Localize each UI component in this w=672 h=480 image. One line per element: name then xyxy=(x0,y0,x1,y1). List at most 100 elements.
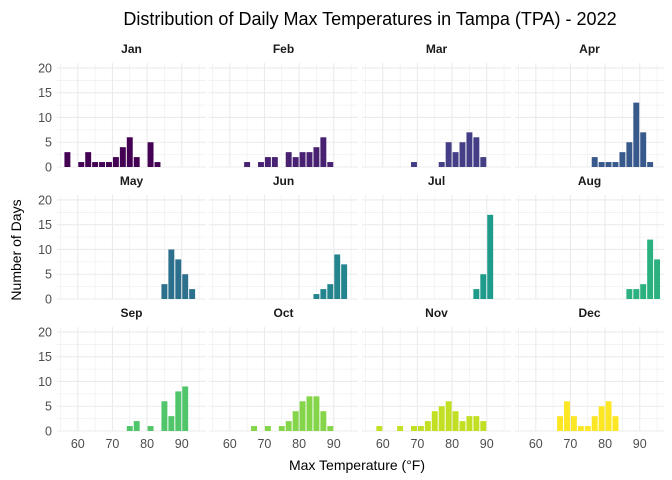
histogram-bar xyxy=(438,162,445,167)
y-tick-label: 15 xyxy=(38,350,52,364)
x-tick-label: 70 xyxy=(257,437,271,451)
histogram-bar xyxy=(605,401,612,431)
x-tick-label: 60 xyxy=(223,437,237,451)
x-tick-label: 80 xyxy=(598,437,612,451)
histogram-bar xyxy=(480,157,487,167)
facet-panel-may: May 0 5 10 15 20 xyxy=(38,174,206,307)
panel-grid xyxy=(57,327,206,432)
histogram-bar xyxy=(306,396,313,431)
facet-strip-label: Jun xyxy=(273,174,294,188)
x-axis-title: Max Temperature (°F) xyxy=(289,457,425,473)
histogram-bar xyxy=(78,162,85,167)
histogram-bar xyxy=(397,426,404,431)
histogram-bar xyxy=(557,416,564,431)
y-tick-label: 10 xyxy=(38,375,52,389)
histogram-bar xyxy=(327,284,334,299)
histogram-bar xyxy=(619,152,626,167)
histogram-bar xyxy=(292,411,299,431)
histogram-bar xyxy=(626,142,633,167)
x-tick-label: 70 xyxy=(410,437,424,451)
facet-strip-label: Aug xyxy=(578,174,601,188)
histogram-bar xyxy=(654,259,661,299)
facet-panel-feb: Feb xyxy=(209,42,358,168)
histogram-bar xyxy=(147,426,154,431)
facet-panel-nov: Nov 60 70 80 90 xyxy=(362,306,511,451)
facet-strip-label: Feb xyxy=(273,42,294,56)
histogram-bar xyxy=(313,147,320,167)
histogram-bar xyxy=(182,386,189,431)
panel-grid xyxy=(515,327,664,432)
histogram-bar xyxy=(473,416,480,431)
histogram-bar xyxy=(299,152,306,167)
histogram-bar xyxy=(473,289,480,299)
histogram-bar xyxy=(612,416,619,431)
histogram-bar xyxy=(320,137,327,167)
facet-strip-label: Apr xyxy=(579,42,600,56)
histogram-bar xyxy=(445,142,452,167)
histogram-bar xyxy=(168,249,175,299)
histogram-bar xyxy=(327,162,334,167)
histogram-bar xyxy=(161,401,168,431)
histogram-bar xyxy=(182,274,189,299)
panel-grid xyxy=(209,63,358,168)
histogram-bar xyxy=(431,411,438,431)
x-tick-label: 60 xyxy=(376,437,390,451)
histogram-bar xyxy=(564,401,570,431)
histogram-bar xyxy=(445,401,452,431)
histogram-bar xyxy=(126,426,133,431)
facet-strip-label: Oct xyxy=(273,306,293,320)
histogram-bar xyxy=(106,162,112,167)
histogram-bar xyxy=(341,264,348,299)
panel-grid xyxy=(209,195,358,300)
histogram-bar xyxy=(376,426,383,431)
histogram-bar xyxy=(459,142,466,167)
facet-panel-mar: Mar xyxy=(362,42,511,168)
facet-strip-label: Dec xyxy=(578,306,600,320)
facet-panel-sep: Sep 0 5 10 15 20 60 70 80 90 xyxy=(38,306,206,451)
facet-strip-label: Jan xyxy=(121,42,142,56)
facet-panel-apr: Apr xyxy=(515,42,664,168)
facet-panel-oct: Oct 60 70 80 90 xyxy=(209,306,358,451)
histogram-bar xyxy=(306,152,313,167)
histogram-bar xyxy=(452,152,459,167)
x-tick-label: 80 xyxy=(445,437,459,451)
panel-grid xyxy=(362,63,511,168)
histogram-bar xyxy=(584,426,591,431)
histogram-bar xyxy=(411,162,417,167)
histogram-bar xyxy=(251,426,258,431)
histogram-bar xyxy=(612,162,619,167)
histogram-bar xyxy=(99,162,106,167)
y-tick-label: 0 xyxy=(45,293,52,307)
histogram-bar xyxy=(480,274,487,299)
histogram-bar xyxy=(147,142,154,167)
histogram-bar xyxy=(175,391,182,431)
y-tick-label: 15 xyxy=(38,218,52,232)
histogram-bar xyxy=(459,421,466,431)
facet-strip-label: May xyxy=(120,174,144,188)
x-tick-label: 60 xyxy=(71,437,85,451)
y-tick-label: 10 xyxy=(38,243,52,257)
histogram-bar xyxy=(244,162,251,167)
histogram-bar xyxy=(411,426,417,431)
y-tick-label: 5 xyxy=(45,268,52,282)
facet-panels: Jan 0 5 10 15 20 Feb Mar Apr May 0 5 10 15 20 Jun Jul Aug… xyxy=(38,42,664,451)
facet-strip-label: Sep xyxy=(120,306,142,320)
histogram-bar xyxy=(334,254,341,299)
x-tick-label: 90 xyxy=(633,437,647,451)
facet-panel-jul: Jul xyxy=(362,174,511,300)
histogram-bar xyxy=(320,411,327,431)
histogram-bar xyxy=(466,132,473,167)
histogram-bar xyxy=(424,421,431,431)
facet-panel-dec: Dec 60 70 80 90 xyxy=(515,306,664,451)
histogram-bar xyxy=(85,152,92,167)
histogram-bar xyxy=(161,284,168,299)
histogram-bar xyxy=(119,147,126,167)
histogram-bar xyxy=(92,162,99,167)
histogram-bar xyxy=(598,406,605,431)
histogram-bar xyxy=(640,132,647,167)
histogram-bar xyxy=(640,284,647,299)
panel-grid xyxy=(209,327,358,432)
histogram-bar xyxy=(189,289,196,299)
histogram-bar xyxy=(466,416,473,431)
